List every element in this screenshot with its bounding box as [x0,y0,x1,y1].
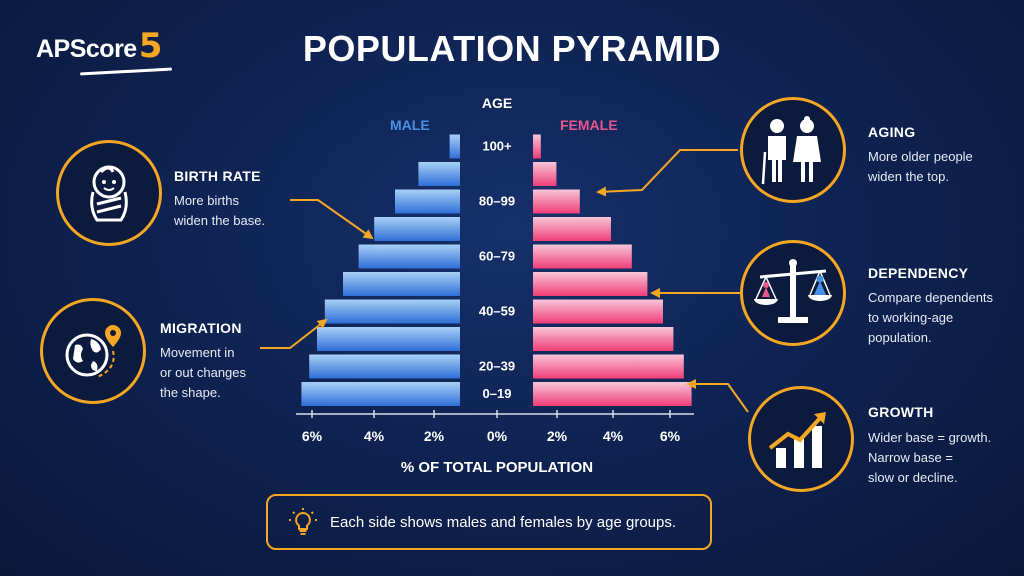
migration-line: or out changes [160,365,247,380]
male-header: MALE [390,117,430,133]
aging-circle [740,97,846,203]
migration-circle [40,298,146,404]
aging-title: AGING [868,124,916,140]
x-tick-label: 2% [424,428,445,444]
male-bar [358,244,460,269]
dependency-text: Compare dependents to working-age popula… [868,288,993,348]
female-bar [533,299,663,324]
female-bar [533,217,611,241]
dependency-line: to working-age [868,310,954,325]
balance-scale-icon [754,259,832,323]
male-bar [343,272,460,296]
growth-line: slow or decline. [868,470,958,485]
male-bar [449,134,460,159]
migration-line: Movement in [160,345,235,360]
lightbulb-icon [289,508,317,535]
age-label: 0–19 [483,386,512,401]
female-header: FEMALE [560,117,618,133]
growth-chart-icon [768,412,826,468]
elderly-couple-icon [761,116,821,185]
footer-text: Each side shows males and females by age… [330,513,677,531]
age-header: AGE [481,95,513,111]
female-bar [533,189,580,214]
male-bar [418,162,460,186]
female-bar [533,244,632,269]
growth-line: Wider base = growth. [868,430,992,445]
x-tick-label: 4% [364,428,385,444]
globe-pin-icon [65,325,121,378]
migration-arrow [260,318,328,349]
brand-number: 5 [138,26,163,66]
brand-name: APScore [36,35,137,63]
age-label: 80–99 [479,194,515,209]
growth-circle [748,386,854,492]
x-tick-label: 2% [547,428,568,444]
growth-line: Narrow base = [868,450,953,465]
birth-rate-title: BIRTH RATE [174,168,261,184]
migration-text: Movement in or out changes the shape. [160,343,246,403]
age-label: 20–39 [479,359,515,374]
dependency-circle [740,240,846,346]
male-bar [324,299,460,324]
aging-arrow [596,149,738,197]
baby-icon [90,165,128,222]
growth-arrow [686,379,749,413]
growth-title: GROWTH [868,404,934,420]
growth-text: Wider base = growth. Narrow base = slow … [868,428,991,488]
page-title: POPULATION PYRAMID [0,28,1024,70]
age-label: 100+ [482,139,512,154]
dependency-line: Compare dependents [868,290,994,305]
male-bar [374,217,460,241]
male-bar [301,382,460,406]
birth-rate-text: More births widen the base. [174,191,265,231]
page-title-text: POPULATION PYRAMID [302,28,722,69]
female-bar [533,382,692,406]
age-label: 60–79 [479,249,515,264]
male-bar [395,189,460,214]
x-tick-label: 4% [603,428,624,444]
x-tick-label: 6% [302,428,323,444]
female-bar [533,354,684,379]
aging-line: widen the top. [868,169,949,184]
aging-line: More older people [868,149,973,164]
x-tick-label: 6% [660,428,681,444]
female-bar [533,272,648,296]
birth-rate-arrow [290,199,374,240]
age-label: 40–59 [479,304,515,319]
birth-rate-circle [56,140,162,246]
footer-note: Each side shows males and females by age… [266,494,712,550]
dependency-line: population. [868,330,932,345]
male-bar [309,354,460,379]
aging-text: More older people widen the top. [868,147,973,187]
dependency-title: DEPENDENCY [868,265,969,281]
callout-arrows [260,149,749,413]
male-bar [317,327,460,351]
migration-line: the shape. [160,385,221,400]
migration-title: MIGRATION [160,320,242,336]
female-bar [533,134,541,159]
x-axis-title: % OF TOTAL POPULATION [401,459,593,476]
brand-logo: APScore5 [36,26,162,66]
female-bar [533,162,557,186]
birth-rate-line: widen the base. [174,213,266,228]
female-bar [533,327,674,351]
birth-rate-line: More births [174,193,240,208]
x-tick-label: 0% [487,428,508,444]
